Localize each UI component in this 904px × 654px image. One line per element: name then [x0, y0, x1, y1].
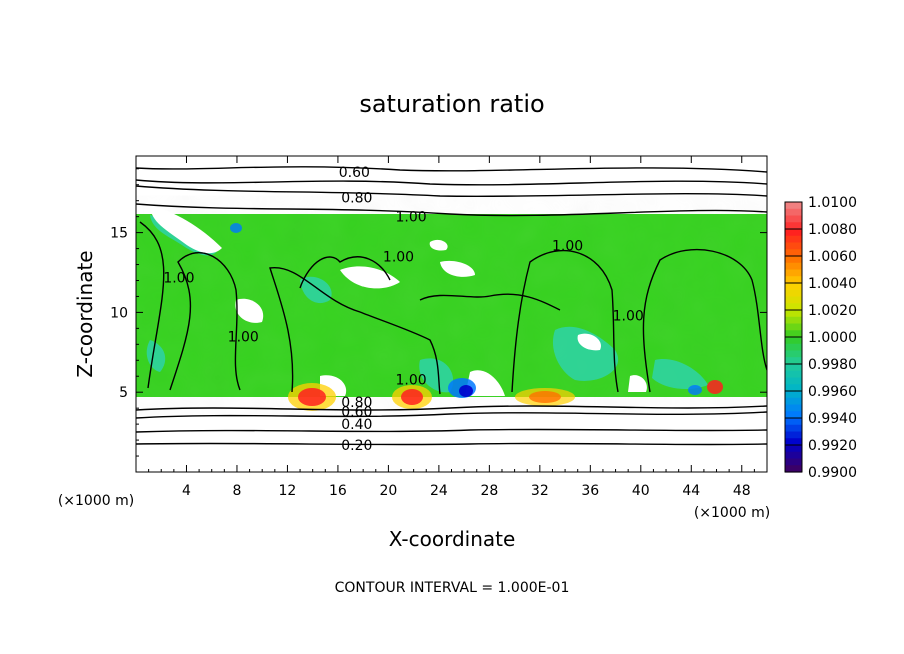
colorbar-swatch — [785, 438, 802, 446]
contour-label: 0.60 — [339, 165, 370, 181]
colorbar-swatch — [785, 303, 802, 311]
contour-label: 1.00 — [396, 210, 427, 226]
x-tick-label: 8 — [232, 483, 241, 499]
plot-area: 0.600.801.001.001.001.001.001.001.000.80… — [136, 156, 767, 472]
cool-subsaturation-spots — [230, 223, 702, 398]
y-axis: 5 10 15 — [110, 168, 767, 457]
colorbar: 1.0100 1.0080 1.0060 1.0040 1.0020 1.0000 0.99… — [784, 195, 857, 481]
x-tick-label: 48 — [733, 483, 751, 499]
colorbar-tick-label: 1.0020 — [808, 303, 857, 319]
colorbar-swatch — [785, 222, 802, 230]
colorbar-swatch — [785, 451, 802, 460]
colorbar-swatch — [785, 384, 802, 392]
colorbar-swatch — [785, 276, 802, 284]
colorbar-swatch — [785, 215, 802, 223]
colorbar-swatch — [785, 343, 802, 352]
contour-label: 1.00 — [613, 309, 644, 325]
colorbar-swatch — [785, 445, 802, 453]
white-subsaturated-patches — [150, 205, 647, 396]
contour-labels: 0.600.801.001.001.001.001.001.001.000.80… — [163, 165, 644, 454]
saturation-contours — [136, 166, 767, 446]
colorbar-tick-label: 0.9920 — [808, 438, 857, 454]
x-tick-label: 24 — [430, 483, 448, 499]
x-tick-label: 12 — [279, 483, 297, 499]
warm-supersaturation-spots — [288, 380, 723, 411]
colorbar-tick-label: 1.0060 — [808, 249, 857, 265]
colorbar-tick-label: 1.0080 — [808, 222, 857, 238]
colorbar-swatch — [785, 411, 802, 419]
colorbar-swatch — [785, 202, 802, 210]
colorbar-swatch — [785, 357, 802, 365]
colorbar-swatch — [785, 330, 802, 338]
x-tick-label: 4 — [182, 483, 191, 499]
colorbar-swatch — [785, 458, 802, 466]
x-tick-label: 44 — [682, 483, 700, 499]
colorbar-swatch — [785, 418, 802, 426]
contour-label: 0.60 — [341, 404, 372, 420]
colorbar-swatch — [785, 370, 802, 379]
colorbar-swatch — [785, 377, 802, 385]
colorbar-tick-label: 0.9900 — [808, 465, 857, 481]
x-tick-label: 20 — [379, 483, 397, 499]
colorbar-swatch — [785, 249, 802, 257]
colorbar-swatch — [785, 269, 802, 277]
colorbar-tick-label: 0.9940 — [808, 411, 857, 427]
contour-label: 1.00 — [396, 372, 427, 388]
colorbar-swatch — [785, 208, 802, 217]
colorbar-swatch — [785, 283, 802, 291]
contour-label: 0.80 — [341, 395, 372, 411]
x-tick-label: 40 — [632, 483, 650, 499]
y-axis-title: Z-coordinate — [73, 250, 97, 377]
contour-label: 1.00 — [163, 270, 194, 286]
colorbar-swatch — [785, 296, 802, 304]
contour-label: 1.00 — [383, 250, 414, 266]
y-unit-label: (×1000 m) — [58, 493, 134, 509]
colorbar-swatch — [785, 316, 802, 325]
contour-label: 0.20 — [341, 438, 372, 454]
colorbar-swatch — [785, 310, 802, 318]
colorbar-swatch — [785, 289, 802, 298]
colorbar-swatch — [785, 364, 802, 372]
colorbar-tick-label: 1.0040 — [808, 276, 857, 292]
colorbar-swatch — [785, 465, 802, 473]
x-tick-label: 16 — [329, 483, 347, 499]
colorbar-tick-label: 1.0000 — [808, 330, 857, 346]
colorbar-swatch — [785, 350, 802, 358]
colorbar-swatch — [785, 256, 802, 264]
colorbar-swatch — [785, 337, 802, 345]
chart-title: saturation ratio — [359, 90, 544, 118]
colorbar-swatch — [785, 242, 802, 250]
y-tick-label: 10 — [110, 305, 128, 321]
colorbar-tick-label: 0.9980 — [808, 357, 857, 373]
colorbar-tick-label: 1.0100 — [808, 195, 857, 211]
colorbar-swatch — [785, 424, 802, 433]
x-tick-label: 36 — [581, 483, 599, 499]
colorbar-swatch — [785, 431, 802, 439]
colorbar-swatch — [785, 323, 802, 331]
colorbar-swatch — [785, 391, 802, 399]
colorbar-tick-label: 0.9960 — [808, 384, 857, 400]
contour-label: 0.40 — [341, 417, 372, 433]
x-tick-label: 28 — [480, 483, 498, 499]
y-tick-label: 15 — [110, 226, 128, 242]
contour-label: 0.80 — [341, 190, 372, 206]
y-tick-label: 5 — [119, 385, 128, 401]
x-tick-label: 32 — [531, 483, 549, 499]
x-axis-title: X-coordinate — [389, 527, 516, 551]
colorbar-swatch — [785, 262, 802, 271]
x-axis: 4 8 12 16 20 24 28 32 36 40 44 48 — [148, 156, 755, 499]
colorbar-swatch — [785, 404, 802, 412]
contour-label: 1.00 — [552, 238, 583, 254]
contour-label: 1.00 — [228, 329, 259, 345]
colorbar-swatch — [785, 397, 802, 406]
x-unit-label: (×1000 m) — [694, 505, 770, 521]
contour-interval-note: CONTOUR INTERVAL = 1.000E-01 — [335, 580, 570, 596]
colorbar-swatch — [785, 229, 802, 237]
colorbar-swatch — [785, 235, 802, 244]
